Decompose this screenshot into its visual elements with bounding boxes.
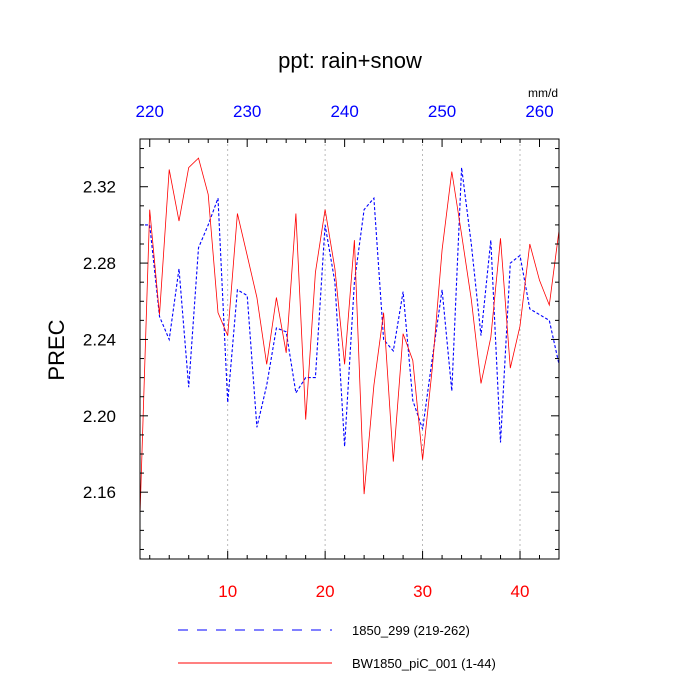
- axes: 10 20 30 40 220 230 240 250 260 2.16 2.20 2.24 2.28 2…: [83, 102, 560, 601]
- y-axis-label: PREC: [44, 319, 69, 380]
- plot-frame: [139, 138, 560, 560]
- legend: 1850_299 (219-262) BW1850_piC_001 (1-44): [178, 623, 496, 671]
- y-tick-label: 2.16: [83, 483, 116, 502]
- y-tick-label: 2.32: [83, 178, 116, 197]
- legend-label-1: 1850_299 (219-262): [352, 623, 470, 638]
- x-top-tick-label: 260: [525, 102, 553, 121]
- x-bottom-tick-label: 40: [511, 582, 530, 601]
- plot-series: [139, 157, 560, 516]
- series-line-2: [139, 157, 560, 516]
- x-bottom-tick-label: 10: [218, 582, 237, 601]
- x-top-tick-label: 250: [428, 102, 456, 121]
- units-label: mm/d: [528, 86, 558, 100]
- x-bottom-tick-label: 20: [316, 582, 335, 601]
- x-top-tick-label: 220: [136, 102, 164, 121]
- x-top-tick-label: 240: [330, 102, 358, 121]
- series-line-1: [140, 167, 560, 447]
- x-bottom-tick-label: 30: [413, 582, 432, 601]
- x-top-tick-label: 230: [233, 102, 261, 121]
- y-tick-label: 2.24: [83, 330, 116, 349]
- grid-lines: [227, 139, 521, 559]
- legend-label-2: BW1850_piC_001 (1-44): [352, 656, 496, 671]
- chart-title: ppt: rain+snow: [278, 48, 422, 73]
- y-tick-label: 2.28: [83, 254, 116, 273]
- y-tick-label: 2.20: [83, 407, 116, 426]
